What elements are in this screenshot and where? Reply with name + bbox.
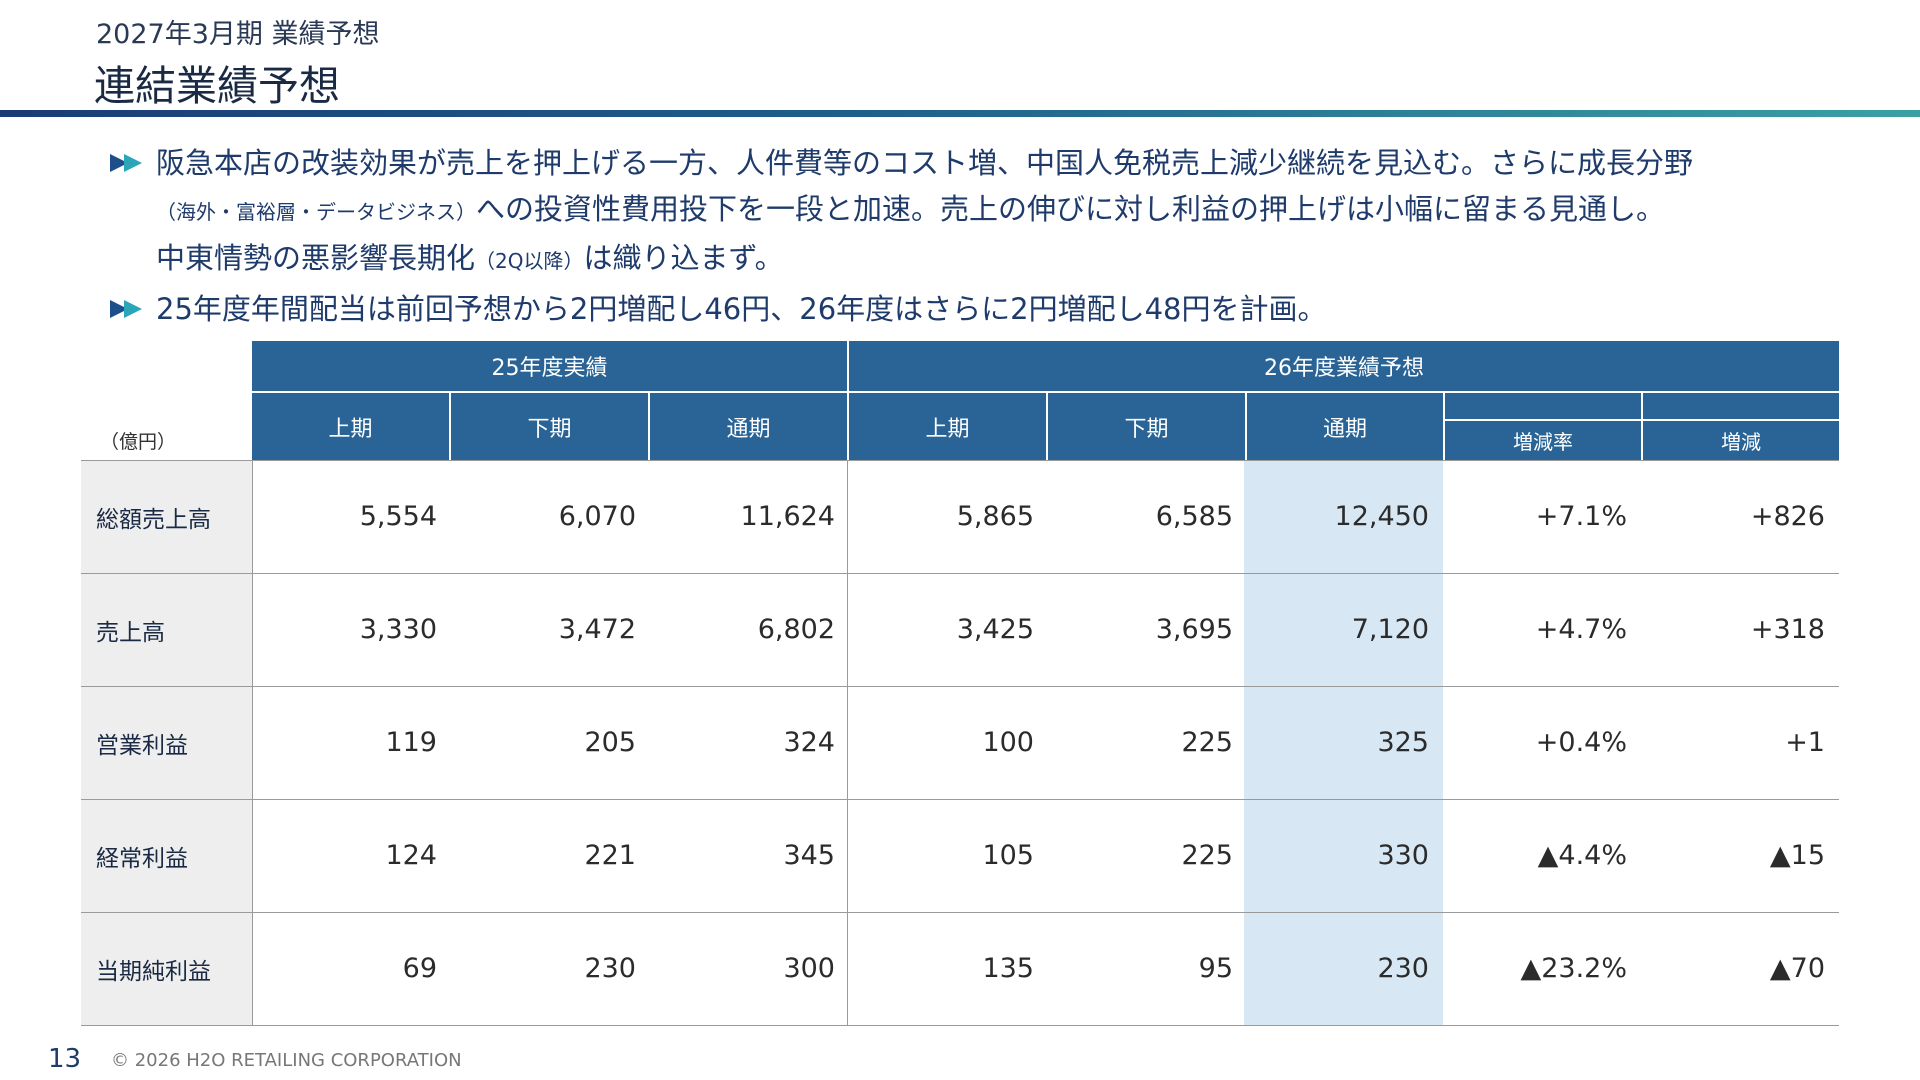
cell-change-amount: +826 — [1750, 501, 1825, 532]
table-row-ordinary-profit: 経常利益 124 221 345 105 225 330 ▲4.4% ▲15 — [81, 799, 1839, 912]
bullet-note-growth-fields: （海外・富裕層・データビジネス） — [156, 200, 476, 224]
fy26-full-year-highlight — [1244, 460, 1443, 1026]
row-divider — [81, 686, 1839, 687]
column-header-change-amount: 増減 — [1643, 421, 1839, 460]
column-header-fy25-h1: 上期 — [252, 393, 449, 460]
row-label: 営業利益 — [96, 732, 188, 759]
column-header-fy26-h2: 下期 — [1048, 393, 1245, 460]
cell-fy26-h2: 225 — [1181, 840, 1233, 871]
cell-fy25-h1: 5,554 — [359, 501, 437, 532]
cell-fy26-h2: 95 — [1198, 953, 1233, 984]
cell-fy25-full: 6,802 — [757, 614, 835, 645]
bullet-line-3-text-a: 中東情勢の悪影響長期化 — [156, 241, 476, 275]
row-label: 当期純利益 — [96, 958, 211, 985]
bullet-line-3-text-b: は織り込まず。 — [583, 241, 784, 275]
cell-fy25-h1: 3,330 — [359, 614, 437, 645]
table-row-net-sales: 売上高 3,330 3,472 6,802 3,425 3,695 7,120 … — [81, 573, 1839, 686]
column-header-fy26-full: 通期 — [1247, 393, 1443, 460]
bullet-line-1: 25年度年間配当は前回予想から2円増配し46円、26年度はさらに2円増配し48円… — [156, 292, 1327, 326]
bullet-line-2-text: への投資性費用投下を一段と加速。売上の伸びに対し利益の押上げは小幅に留まる見通し… — [476, 192, 1666, 226]
bullet-item-outlook: 阪急本店の改装効果が売上を押上げる一方、人件費等のコスト増、中国人免税売上減少継… — [110, 140, 1890, 284]
group-header-fy26-forecast: 26年度業績予想 — [849, 341, 1839, 391]
cell-fy25-full: 11,624 — [740, 501, 835, 532]
table-bottom-rule — [81, 1025, 1839, 1026]
cell-change-rate: +7.1% — [1535, 501, 1627, 532]
cell-fy26-full: 325 — [1377, 727, 1429, 758]
table-unit-label: （億円） — [100, 431, 177, 453]
cell-fy25-h2: 3,472 — [558, 614, 636, 645]
cell-change-rate: ▲23.2% — [1520, 953, 1627, 984]
row-divider — [81, 573, 1839, 574]
column-header-fy26-h1: 上期 — [849, 393, 1046, 460]
cell-fy25-full: 345 — [783, 840, 835, 871]
cell-fy25-full: 324 — [783, 727, 835, 758]
row-label: 売上高 — [96, 619, 165, 646]
page-title: 連結業績予想 — [94, 62, 340, 110]
cell-fy26-h1: 100 — [982, 727, 1034, 758]
column-divider-year — [847, 460, 848, 1026]
cell-fy26-h1: 5,865 — [956, 501, 1034, 532]
cell-fy26-full: 230 — [1377, 953, 1429, 984]
table-top-rule — [81, 460, 1839, 461]
row-divider — [81, 912, 1839, 913]
cell-fy26-h1: 135 — [982, 953, 1034, 984]
bullet-item-dividend: 25年度年間配当は前回予想から2円増配し46円、26年度はさらに2円増配し48円… — [110, 286, 1890, 332]
cell-fy25-h2: 6,070 — [558, 501, 636, 532]
cell-change-amount: +318 — [1750, 614, 1825, 645]
cell-fy26-h1: 3,425 — [956, 614, 1034, 645]
column-header-fy25-full: 通期 — [650, 393, 847, 460]
cell-fy25-h2: 205 — [584, 727, 636, 758]
table-row-operating-profit: 営業利益 119 205 324 100 225 325 +0.4% +1 — [81, 686, 1839, 799]
cell-fy26-full: 7,120 — [1351, 614, 1429, 645]
cell-fy25-h1: 69 — [402, 953, 437, 984]
cell-change-rate: ▲4.4% — [1537, 840, 1627, 871]
cell-change-amount: ▲15 — [1769, 840, 1825, 871]
cell-change-rate: +4.7% — [1535, 614, 1627, 645]
bullet-line-1: 阪急本店の改装効果が売上を押上げる一方、人件費等のコスト増、中国人免税売上減少継… — [156, 146, 1694, 180]
column-header-change-rate: 増減率 — [1445, 421, 1641, 460]
row-label: 総額売上高 — [96, 506, 211, 533]
row-divider — [81, 799, 1839, 800]
cell-fy26-h2: 3,695 — [1155, 614, 1233, 645]
cell-change-amount: +1 — [1785, 727, 1825, 758]
cell-fy25-h1: 124 — [385, 840, 437, 871]
page-number: 13 — [48, 1044, 82, 1074]
column-divider-label — [252, 460, 253, 1026]
summary-bullets: 阪急本店の改装効果が売上を押上げる一方、人件費等のコスト増、中国人免税売上減少継… — [110, 140, 1890, 332]
cell-change-amount: ▲70 — [1769, 953, 1825, 984]
column-header-change-spacer-1 — [1445, 393, 1641, 419]
cell-fy25-full: 300 — [783, 953, 835, 984]
cell-change-rate: +0.4% — [1535, 727, 1627, 758]
cell-fy26-full: 330 — [1377, 840, 1429, 871]
table-row-gross-sales: 総額売上高 5,554 6,070 11,624 5,865 6,585 12,… — [81, 460, 1839, 573]
copyright-notice: © 2026 H2O RETAILING CORPORATION — [111, 1050, 462, 1071]
group-header-fy25-actual: 25年度実績 — [252, 341, 847, 391]
column-header-fy25-h2: 下期 — [451, 393, 648, 460]
header-divider — [0, 110, 1920, 117]
cell-fy26-full: 12,450 — [1334, 501, 1429, 532]
cell-fy25-h2: 230 — [584, 953, 636, 984]
row-label-column — [81, 460, 252, 1026]
cell-fy26-h2: 225 — [1181, 727, 1233, 758]
cell-fy25-h1: 119 — [385, 727, 437, 758]
table-row-net-income: 当期純利益 69 230 300 135 95 230 ▲23.2% ▲70 — [81, 912, 1839, 1025]
bullet-line-3: 中東情勢の悪影響長期化（2Q以降）は織り込まず。 — [156, 235, 1890, 284]
cell-fy26-h2: 6,585 — [1155, 501, 1233, 532]
forecast-table: 25年度実績 26年度業績予想 上期 下期 通期 上期 下期 通期 増減率 増減… — [81, 341, 1839, 1026]
double-arrow-icon — [110, 300, 142, 318]
bullet-note-2q: （2Q以降） — [475, 249, 584, 273]
double-arrow-icon — [110, 154, 142, 172]
bullet-line-2: （海外・富裕層・データビジネス）への投資性費用投下を一段と加速。売上の伸びに対し… — [156, 186, 1890, 235]
cell-fy25-h2: 221 — [584, 840, 636, 871]
page-subtitle: 2027年3月期 業績予想 — [96, 19, 380, 50]
cell-fy26-h1: 105 — [982, 840, 1034, 871]
row-label: 経常利益 — [96, 845, 188, 872]
column-header-change-spacer-2 — [1643, 393, 1839, 419]
